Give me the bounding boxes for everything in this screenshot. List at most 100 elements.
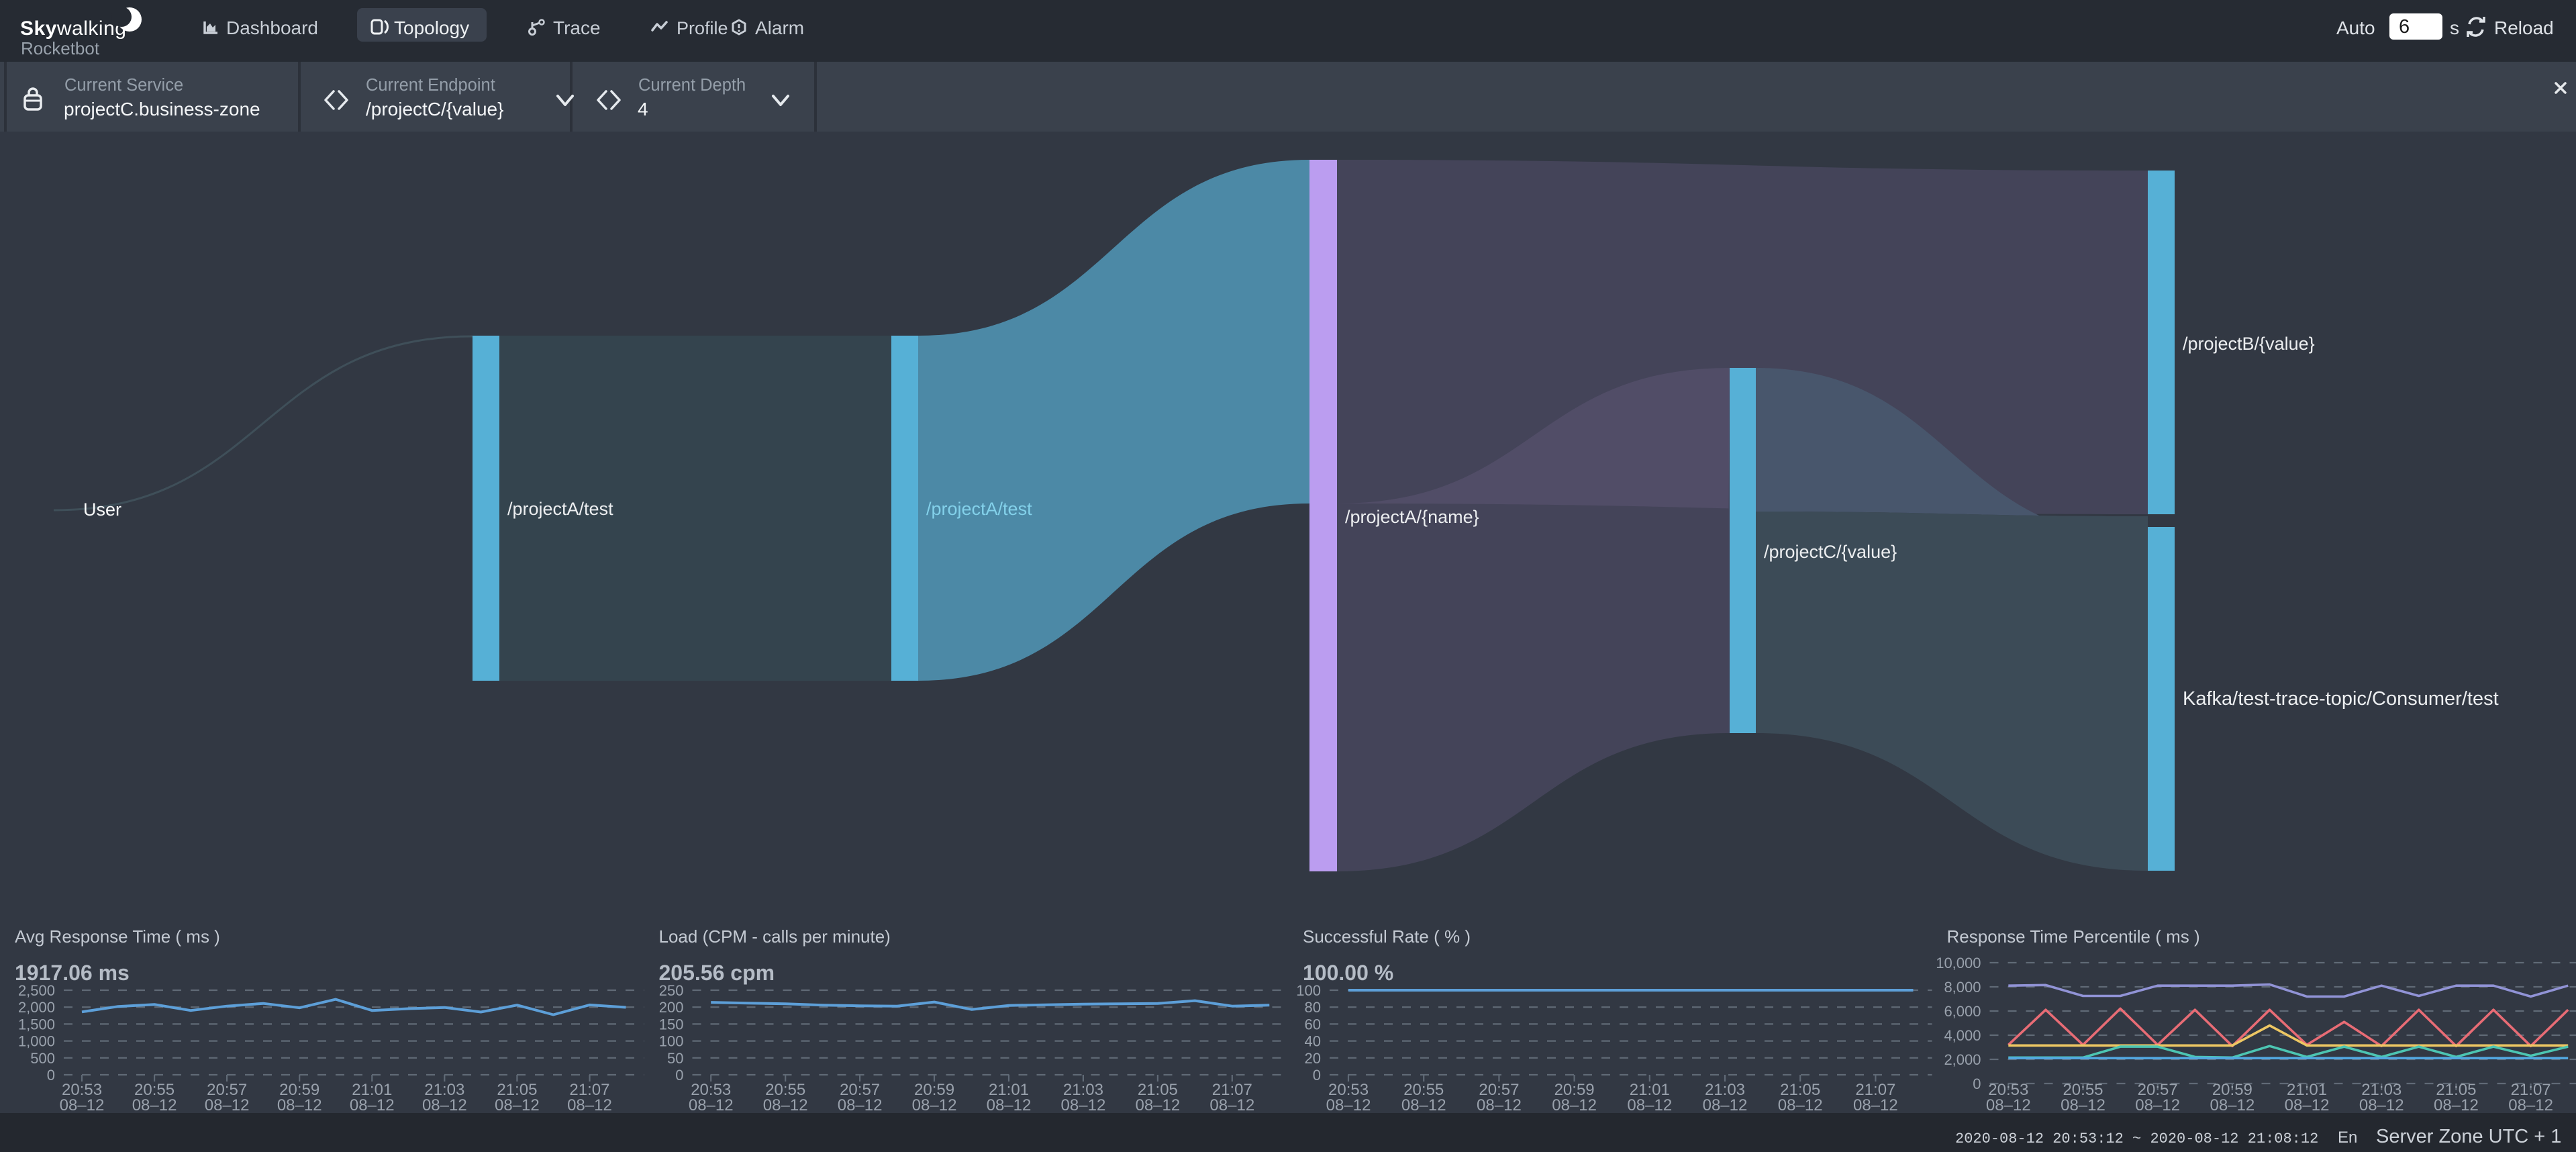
svg-text:60: 60	[1305, 1016, 1321, 1033]
svg-text:08–12: 08–12	[1209, 1096, 1254, 1114]
svg-text:21:03: 21:03	[424, 1081, 464, 1099]
svg-text:Reload: Reload	[2494, 17, 2554, 38]
svg-text:08–12: 08–12	[763, 1096, 808, 1114]
svg-text:100: 100	[1296, 982, 1321, 999]
svg-text:Kafka/test-trace-topic/Consume: Kafka/test-trace-topic/Consumer/test	[2183, 688, 2499, 710]
svg-text:2,500: 2,500	[18, 982, 55, 999]
svg-text:/projectA/test: /projectA/test	[507, 499, 613, 519]
svg-text:Current Service: Current Service	[64, 76, 183, 95]
svg-text:/projectA/{name}: /projectA/{name}	[1345, 507, 1479, 527]
svg-text:21:07: 21:07	[2511, 1081, 2551, 1099]
svg-text:08–12: 08–12	[838, 1096, 883, 1114]
svg-text:/projectB/{value}: /projectB/{value}	[2183, 334, 2315, 354]
svg-text:20:57: 20:57	[207, 1081, 247, 1099]
svg-text:08–12: 08–12	[2434, 1096, 2479, 1114]
svg-text:Trace: Trace	[553, 17, 601, 38]
svg-text:250: 250	[659, 982, 684, 999]
svg-text:08–12: 08–12	[912, 1096, 957, 1114]
svg-text:205.56 cpm: 205.56 cpm	[659, 961, 775, 985]
svg-text:0: 0	[47, 1067, 55, 1084]
svg-text:20:53: 20:53	[691, 1081, 731, 1099]
svg-text:08–12: 08–12	[132, 1096, 177, 1114]
svg-text:4: 4	[638, 99, 648, 119]
svg-text:08–12: 08–12	[2135, 1096, 2180, 1114]
svg-text:20:59: 20:59	[2212, 1081, 2252, 1099]
svg-text:21:07: 21:07	[1212, 1081, 1252, 1099]
svg-text:/projectC/{value}: /projectC/{value}	[1764, 542, 1897, 562]
svg-text:40: 40	[1305, 1033, 1321, 1050]
svg-text:Auto: Auto	[2336, 17, 2375, 38]
svg-text:08–12: 08–12	[495, 1096, 540, 1114]
svg-text:/projectA/test: /projectA/test	[926, 499, 1032, 519]
svg-text:Current Depth: Current Depth	[638, 76, 746, 95]
svg-text:20:59: 20:59	[279, 1081, 319, 1099]
svg-text:2,000: 2,000	[18, 999, 55, 1016]
svg-text:08–12: 08–12	[1627, 1096, 1672, 1114]
svg-text:100: 100	[659, 1033, 684, 1050]
svg-text:0: 0	[675, 1067, 683, 1084]
svg-text:Rocketbot: Rocketbot	[21, 38, 100, 58]
svg-text:21:05: 21:05	[2436, 1081, 2476, 1099]
svg-text:08–12: 08–12	[1853, 1096, 1898, 1114]
svg-text:20:57: 20:57	[840, 1081, 880, 1099]
svg-text:21:05: 21:05	[1138, 1081, 1178, 1099]
svg-text:08–12: 08–12	[689, 1096, 734, 1114]
svg-text:08–12: 08–12	[2210, 1096, 2255, 1114]
svg-text:Topology: Topology	[394, 17, 469, 38]
svg-text:2,000: 2,000	[1944, 1051, 1981, 1068]
svg-text:20:57: 20:57	[1479, 1081, 1519, 1099]
svg-text:20:55: 20:55	[134, 1081, 175, 1099]
svg-text:10,000: 10,000	[1936, 955, 1981, 971]
svg-text:8,000: 8,000	[1944, 979, 1981, 996]
svg-text:20:53: 20:53	[62, 1081, 102, 1099]
svg-text:08–12: 08–12	[1477, 1096, 1522, 1114]
svg-text:08–12: 08–12	[2061, 1096, 2106, 1114]
svg-text:21:01: 21:01	[2287, 1081, 2327, 1099]
svg-text:08–12: 08–12	[277, 1096, 322, 1114]
svg-text:21:03: 21:03	[2361, 1081, 2401, 1099]
svg-text:08–12: 08–12	[1326, 1096, 1371, 1114]
svg-text:s: s	[2450, 17, 2459, 38]
svg-text:20:59: 20:59	[914, 1081, 954, 1099]
svg-text:1917.06 ms: 1917.06 ms	[15, 961, 130, 985]
svg-text:80: 80	[1305, 999, 1321, 1016]
svg-text:En: En	[2338, 1129, 2357, 1147]
svg-text:4,000: 4,000	[1944, 1027, 1981, 1044]
svg-text:0: 0	[1973, 1075, 1981, 1092]
svg-text:20:53: 20:53	[1988, 1081, 2028, 1099]
svg-text:08–12: 08–12	[1552, 1096, 1597, 1114]
svg-text:21:07: 21:07	[1855, 1081, 1895, 1099]
svg-text:08–12: 08–12	[1135, 1096, 1180, 1114]
svg-text:21:05: 21:05	[497, 1081, 537, 1099]
svg-text:21:05: 21:05	[1780, 1081, 1820, 1099]
svg-text:08–12: 08–12	[1778, 1096, 1823, 1114]
svg-text:20:57: 20:57	[2138, 1081, 2178, 1099]
svg-text:20:55: 20:55	[765, 1081, 805, 1099]
svg-text:20:53: 20:53	[1328, 1081, 1369, 1099]
svg-text:6: 6	[2399, 16, 2410, 38]
svg-text:08–12: 08–12	[2285, 1096, 2330, 1114]
svg-text:Alarm: Alarm	[755, 17, 804, 38]
svg-text:200: 200	[659, 999, 684, 1016]
svg-text:08–12: 08–12	[567, 1096, 612, 1114]
svg-text:21:03: 21:03	[1063, 1081, 1103, 1099]
svg-text:Avg Response Time ( ms ): Avg Response Time ( ms )	[15, 926, 220, 947]
svg-text:1,500: 1,500	[18, 1016, 55, 1033]
svg-text:6,000: 6,000	[1944, 1003, 1981, 1020]
svg-text:08–12: 08–12	[350, 1096, 395, 1114]
svg-text:Dashboard: Dashboard	[226, 17, 318, 38]
svg-text:08–12: 08–12	[2508, 1096, 2553, 1114]
svg-text:projectC.business-zone: projectC.business-zone	[64, 99, 260, 119]
svg-text:08–12: 08–12	[987, 1096, 1032, 1114]
svg-text:21:01: 21:01	[352, 1081, 392, 1099]
svg-text:08–12: 08–12	[422, 1096, 467, 1114]
svg-text:0: 0	[1313, 1067, 1321, 1084]
svg-text:1,000: 1,000	[18, 1033, 55, 1050]
svg-text:500: 500	[30, 1050, 55, 1067]
svg-text:08–12: 08–12	[1703, 1096, 1748, 1114]
svg-text:21:07: 21:07	[569, 1081, 609, 1099]
svg-text:20:59: 20:59	[1554, 1081, 1595, 1099]
svg-text:08–12: 08–12	[1986, 1096, 2031, 1114]
svg-text:08–12: 08–12	[60, 1096, 105, 1114]
svg-text:150: 150	[659, 1016, 684, 1033]
